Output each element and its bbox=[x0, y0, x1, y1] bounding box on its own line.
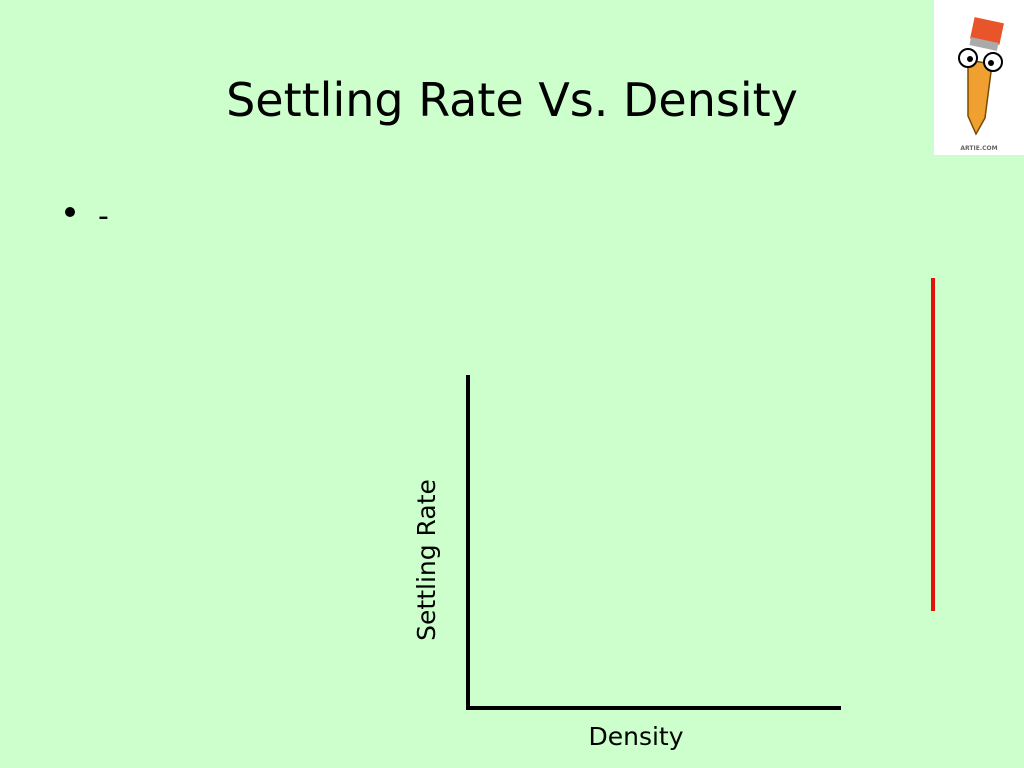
bullet-text: - bbox=[98, 199, 109, 234]
logo: ARTIE.COM bbox=[934, 0, 1024, 155]
pencil-pupil bbox=[967, 56, 973, 62]
y-axis-label: Settling Rate bbox=[412, 479, 441, 641]
pencil-band bbox=[969, 37, 999, 51]
logo-caption: ARTIE.COM bbox=[960, 145, 997, 152]
slide-title: Settling Rate Vs. Density bbox=[226, 73, 798, 127]
pencil-eraser bbox=[970, 17, 1004, 45]
bullet-marker bbox=[65, 207, 75, 217]
pencil-pupil bbox=[988, 60, 994, 66]
x-axis-label: Density bbox=[588, 722, 683, 751]
